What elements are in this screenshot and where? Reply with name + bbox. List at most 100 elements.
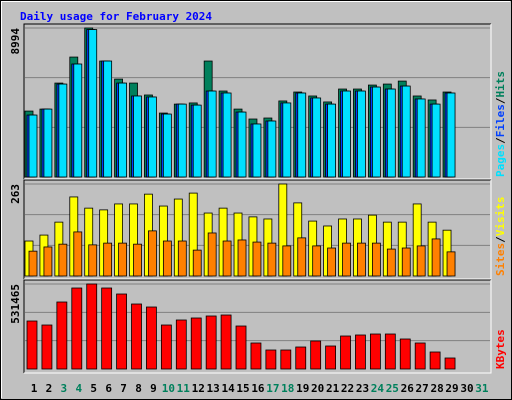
y-tick-label: 263	[9, 184, 22, 204]
bar	[297, 92, 307, 178]
bar	[26, 320, 38, 370]
x-tick-label: 3	[61, 382, 68, 395]
bar	[384, 333, 396, 370]
bar	[312, 97, 322, 178]
x-tick-label: 10	[162, 382, 175, 395]
x-tick-label: 7	[120, 382, 127, 395]
bar	[357, 90, 366, 178]
bar	[103, 242, 113, 277]
legend-entry: KBytes	[494, 329, 507, 369]
plot-bevel	[23, 23, 491, 179]
x-tick-label: 20	[311, 382, 324, 395]
x-tick-label: 11	[177, 382, 191, 395]
bar	[73, 63, 83, 178]
x-tick-label: 2	[46, 382, 53, 395]
bar	[146, 306, 157, 370]
bar	[444, 357, 456, 370]
bar	[101, 287, 113, 370]
x-tick-label: 6	[105, 382, 112, 395]
bar	[118, 82, 127, 178]
legend: Sites/Visits	[494, 197, 507, 277]
bar	[192, 249, 202, 277]
bar	[148, 230, 157, 277]
bar	[386, 88, 396, 178]
bar	[327, 247, 337, 277]
bar	[175, 319, 187, 370]
bar	[133, 95, 142, 178]
y-tick-label: 531465	[9, 284, 22, 324]
bar	[399, 338, 411, 370]
legend: Pages/Files/Hits	[494, 71, 507, 177]
legend-entry: Sites	[494, 243, 507, 276]
bar	[250, 342, 262, 370]
bar	[297, 237, 307, 277]
x-tick-label: 8	[135, 382, 142, 395]
bar	[222, 92, 232, 178]
x-tick-label: 29	[445, 382, 458, 395]
bar	[131, 303, 142, 370]
bar	[282, 245, 292, 277]
x-tick-label: 4	[75, 382, 82, 395]
x-tick-label: 25	[386, 382, 399, 395]
bar	[88, 244, 98, 277]
bar	[280, 349, 292, 370]
bar	[43, 108, 53, 178]
x-tick-label: 30	[460, 382, 473, 395]
bar	[43, 246, 53, 277]
bar	[86, 283, 98, 370]
x-tick-label: 12	[192, 382, 205, 395]
bar	[431, 103, 441, 178]
bar	[160, 324, 172, 370]
bar	[327, 103, 337, 178]
bar	[235, 325, 247, 370]
legend-entry: Pages	[494, 144, 507, 177]
bar	[58, 243, 68, 277]
bar	[342, 90, 351, 178]
bar	[190, 317, 202, 370]
bar	[429, 351, 441, 370]
bar	[357, 242, 366, 277]
x-tick-label: 1	[31, 382, 38, 395]
x-tick-label: 24	[371, 382, 385, 395]
bar	[401, 247, 411, 277]
y-tick-label: 8994	[9, 28, 22, 55]
bar	[207, 90, 217, 178]
bar	[414, 342, 426, 370]
bar	[133, 243, 142, 277]
plot-bevel	[24, 280, 492, 374]
bar	[222, 240, 232, 277]
bar	[41, 324, 53, 370]
bar	[342, 242, 351, 277]
bar	[431, 238, 441, 277]
x-tick-label: 22	[341, 382, 354, 395]
x-tick-label: 19	[296, 382, 309, 395]
legend-separator: /	[494, 236, 507, 243]
bar	[207, 232, 217, 277]
bar	[265, 349, 277, 370]
plot-bevel	[24, 180, 492, 280]
bar	[252, 123, 262, 178]
bar	[73, 231, 83, 277]
bar	[237, 111, 247, 178]
bar	[177, 240, 187, 277]
bar	[386, 248, 396, 277]
bar	[205, 315, 217, 370]
bar	[416, 98, 426, 178]
bar	[446, 251, 456, 277]
bar	[237, 239, 247, 277]
bar	[162, 240, 172, 277]
legend-separator: /	[494, 97, 507, 104]
x-tick-label: 27	[416, 382, 429, 395]
bar	[177, 103, 187, 178]
plot-bevel	[23, 179, 491, 279]
x-tick-label: 17	[266, 382, 279, 395]
bar	[162, 113, 172, 178]
bar	[446, 92, 456, 178]
bar	[192, 104, 202, 178]
bar	[58, 83, 68, 178]
legend-entry: Files	[494, 104, 507, 137]
bar	[267, 120, 277, 178]
bar	[416, 245, 426, 277]
